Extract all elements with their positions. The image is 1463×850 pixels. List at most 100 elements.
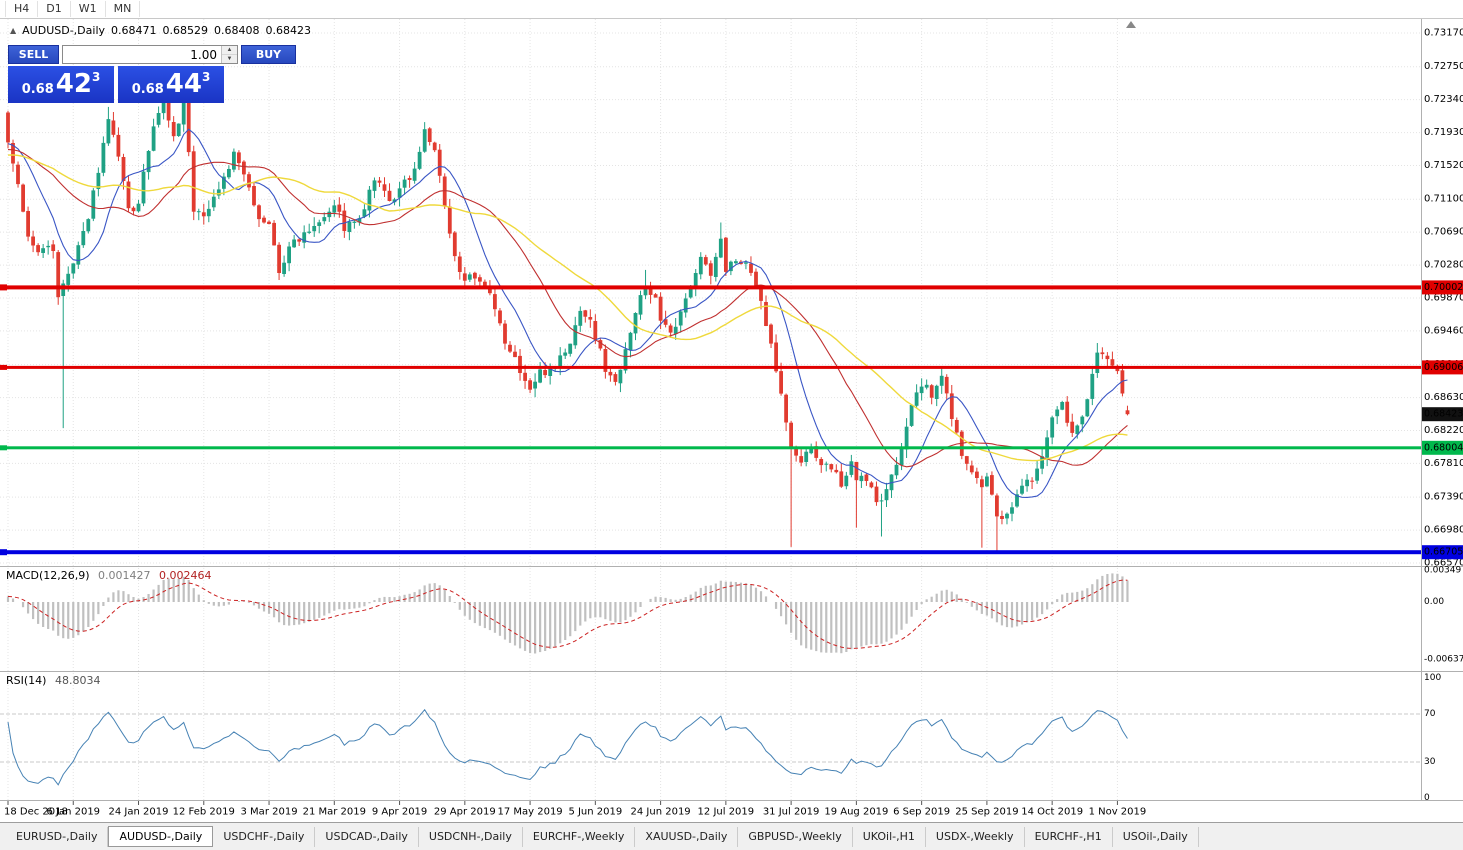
horizontal-line-0.66705[interactable] [0, 549, 1421, 556]
line-handle [0, 549, 7, 556]
horizontal-line-0.68004[interactable] [0, 445, 1421, 451]
sell-price-prefix: 0.68 [21, 82, 54, 97]
svg-text:25 Sep 2019: 25 Sep 2019 [955, 807, 1018, 818]
timeframe-button-w1[interactable]: W1 [71, 1, 106, 17]
svg-text:0.66980: 0.66980 [1424, 525, 1463, 536]
ohlc-high: 0.68529 [162, 24, 209, 37]
ma-line-10 [7, 128, 1128, 498]
timeframe-button-d1[interactable]: D1 [38, 1, 71, 17]
svg-text:0.68630: 0.68630 [1424, 392, 1463, 403]
level-badge-0.66705 [1422, 545, 1463, 560]
svg-text:0.68220: 0.68220 [1424, 425, 1463, 436]
volume-spinner: ▲ ▼ [221, 46, 237, 63]
sell-button[interactable]: SELL [8, 45, 59, 64]
volume-increase-button[interactable]: ▲ [222, 46, 237, 55]
svg-text:0.70280: 0.70280 [1424, 260, 1463, 271]
sell-price-display[interactable]: 0.68 42 3 [8, 66, 114, 103]
svg-text:5 Jun 2019: 5 Jun 2019 [568, 807, 622, 818]
svg-text:0.68423: 0.68423 [1424, 409, 1463, 420]
candles-layer [6, 87, 1130, 552]
chart-tab-gbpusd-weekly[interactable]: GBPUSD-,Weekly [738, 827, 853, 847]
level-badge-0.68004 [1422, 440, 1463, 455]
chart-tab-audusd-daily[interactable]: AUDUSD-,Daily [108, 826, 214, 847]
svg-text:3 Mar 2019: 3 Mar 2019 [241, 807, 298, 818]
svg-text:21 Mar 2019: 21 Mar 2019 [303, 807, 366, 818]
svg-text:0.67810: 0.67810 [1424, 458, 1463, 469]
chart-tab-eurusd-daily[interactable]: EURUSD-,Daily [6, 827, 109, 847]
chart-tab-usdcad-daily[interactable]: USDCAD-,Daily [315, 827, 419, 847]
timeframe-toolbar: H4 D1 W1 MN [0, 0, 1463, 19]
chart-tab-usdcnh-daily[interactable]: USDCNH-,Daily [419, 827, 523, 847]
chart-tab-usoil-daily[interactable]: USOil-,Daily [1113, 827, 1199, 847]
buy-price-main: 44 [165, 69, 202, 99]
svg-text:12 Feb 2019: 12 Feb 2019 [173, 807, 235, 818]
buy-price-display[interactable]: 0.68 44 3 [118, 66, 224, 103]
rsi-line [7, 708, 1128, 786]
one-click-toggle-icon[interactable]: ▲ [10, 26, 17, 35]
line-handle [0, 445, 7, 451]
chart-shift-marker-icon[interactable] [1126, 21, 1136, 28]
svg-text:6 Sep 2019: 6 Sep 2019 [893, 807, 950, 818]
macd-indicator-label: MACD(12,26,9) 0.001427 0.002464 [6, 569, 212, 582]
svg-text:0.69460: 0.69460 [1424, 325, 1463, 336]
svg-text:-0.00637: -0.00637 [1424, 654, 1463, 664]
one-click-trading-panel: SELL ▲ ▼ BUY 0.68 42 3 0.68 44 3 [8, 45, 296, 103]
svg-text:0.66570: 0.66570 [1424, 558, 1463, 569]
svg-text:9 Apr 2019: 9 Apr 2019 [372, 807, 427, 818]
rsi-name: RSI(14) [6, 674, 47, 687]
svg-text:0: 0 [1424, 793, 1430, 803]
chart-symbol-label: AUDUSD-,Daily [22, 24, 106, 37]
svg-text:0.70002: 0.70002 [1424, 282, 1463, 293]
svg-text:0.00: 0.00 [1424, 597, 1444, 607]
svg-text:0.73170: 0.73170 [1424, 28, 1463, 39]
macd-signal-line [7, 579, 1128, 649]
ma-line-40 [7, 154, 1128, 462]
pane-separators [0, 18, 1463, 801]
chart-canvas[interactable]: 0.73170 0.72750 0.72340 0.71930 0.71520 0.711… [0, 0, 1463, 822]
ohlc-open: 0.68471 [111, 24, 157, 37]
svg-text:0.66705: 0.66705 [1424, 547, 1463, 558]
svg-text:0.71520: 0.71520 [1424, 160, 1463, 171]
chart-tab-usdchf-daily[interactable]: USDCHF-,Daily [213, 827, 316, 847]
macd-name: MACD(12,26,9) [6, 569, 90, 582]
timeframe-button-h4[interactable]: H4 [5, 1, 39, 17]
svg-text:18 Dec 2018: 18 Dec 2018 [4, 807, 68, 818]
level-badge-0.70002 [1422, 280, 1463, 295]
svg-text:19 Aug 2019: 19 Aug 2019 [824, 807, 888, 818]
price-axis-badges: 0.70002 0.69006 0.68004 0.66705 0.68423 [1422, 280, 1463, 560]
horizontal-line-0.69006[interactable] [0, 364, 1421, 370]
chart-tab-usdx-weekly[interactable]: USDX-,Weekly [926, 827, 1025, 847]
rsi-scale-labels[interactable]: 100 70 30 0 [1424, 673, 1441, 803]
price-axis-labels[interactable]: 0.73170 0.72750 0.72340 0.71930 0.71520 0.711… [1424, 28, 1463, 569]
grid-layer [0, 19, 1421, 800]
current-price-badge [1422, 407, 1463, 422]
macd-histogram [6, 573, 1129, 654]
chart-tab-ukoil-h1[interactable]: UKOil-,H1 [853, 827, 926, 847]
buy-price-prefix: 0.68 [131, 82, 164, 97]
chart-tab-xauusd-daily[interactable]: XAUUSD-,Daily [635, 827, 739, 847]
volume-input[interactable] [63, 46, 221, 63]
chart-tab-eurchf-weekly[interactable]: EURCHF-,Weekly [523, 827, 636, 847]
timeframe-button-mn[interactable]: MN [106, 1, 141, 17]
buy-button[interactable]: BUY [241, 45, 296, 64]
svg-text:0.69006: 0.69006 [1424, 362, 1463, 373]
svg-text:70: 70 [1424, 709, 1436, 719]
svg-text:24 Jun 2019: 24 Jun 2019 [631, 807, 691, 818]
svg-text:1 Nov 2019: 1 Nov 2019 [1089, 807, 1147, 818]
moving-averages-layer [7, 128, 1128, 498]
svg-text:0.71930: 0.71930 [1424, 127, 1463, 138]
macd-value-main: 0.001427 [98, 569, 151, 582]
chart-tab-eurchf-h1[interactable]: EURCHF-,H1 [1025, 827, 1113, 847]
horizontal-line-0.70002[interactable] [0, 284, 1421, 291]
level-badge-0.69006 [1422, 360, 1463, 375]
svg-text:0.00349: 0.00349 [1424, 566, 1461, 576]
macd-scale-labels[interactable]: 0.00349 0.00 -0.00637 [1424, 566, 1463, 665]
ohlc-close: 0.68423 [265, 24, 312, 37]
sell-price-main: 42 [55, 69, 92, 99]
chart-tabs: EURUSD-,Daily AUDUSD-,Daily USDCHF-,Daily U… [0, 823, 1463, 847]
ma-line-25 [7, 149, 1128, 468]
svg-text:17 May 2019: 17 May 2019 [497, 807, 562, 818]
volume-decrease-button[interactable]: ▼ [222, 55, 237, 63]
